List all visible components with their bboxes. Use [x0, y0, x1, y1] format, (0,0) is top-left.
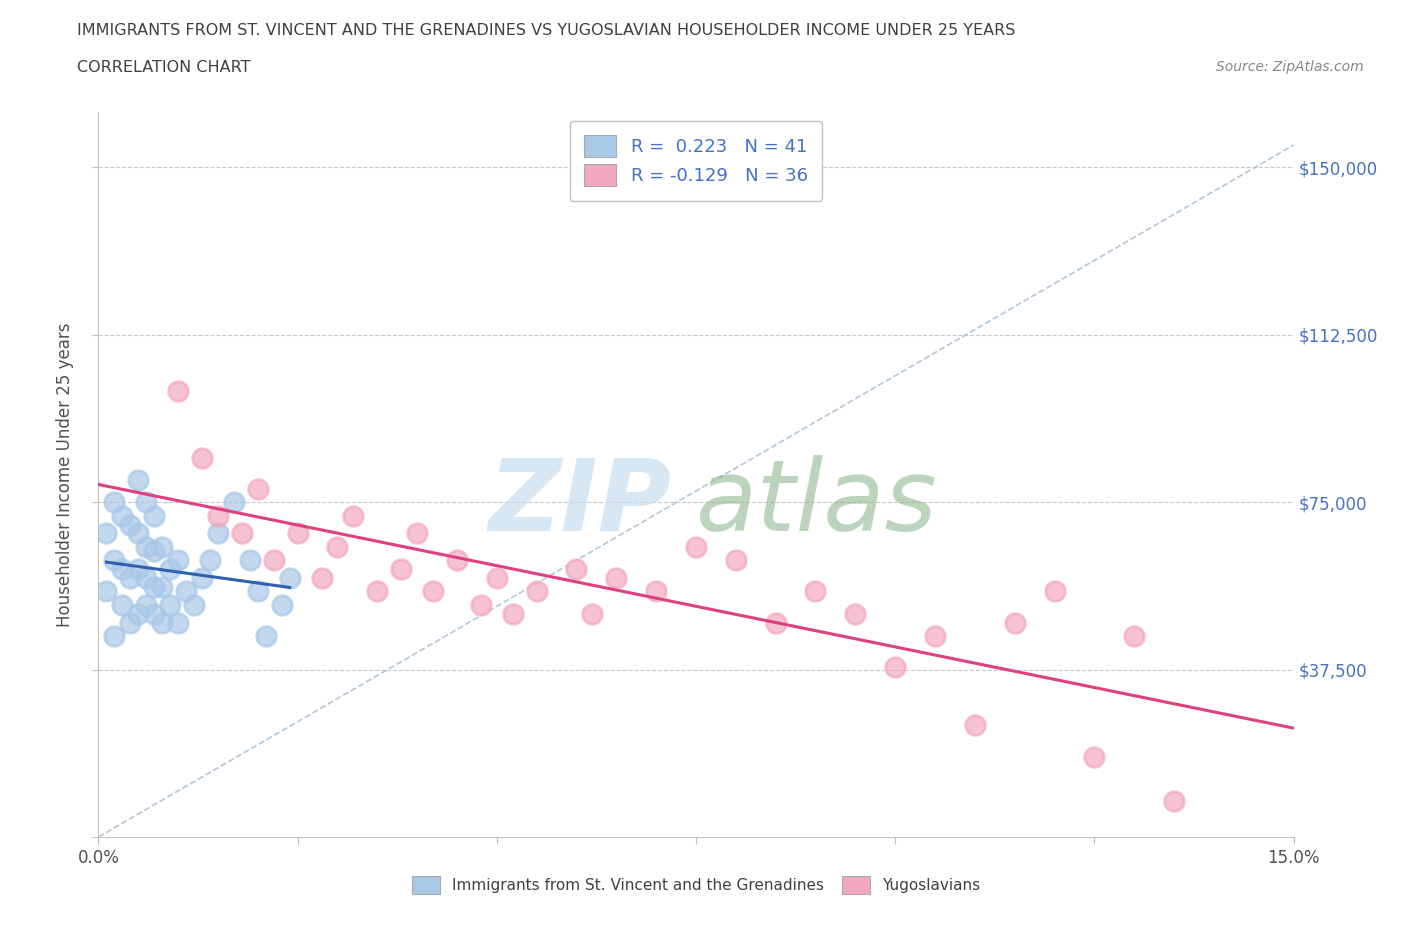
Point — [174, 584, 197, 599]
Point — [120, 517, 142, 532]
Point — [191, 571, 214, 586]
Point — [263, 552, 285, 567]
Point — [246, 584, 269, 599]
Point — [183, 597, 205, 612]
Point — [311, 571, 333, 586]
Point — [111, 597, 134, 612]
Point — [103, 552, 125, 567]
Point — [127, 472, 149, 487]
Point — [167, 616, 190, 631]
Point — [135, 597, 157, 612]
Point — [120, 571, 142, 586]
Point — [135, 539, 157, 554]
Point — [198, 552, 221, 567]
Point — [485, 571, 508, 586]
Point — [111, 508, 134, 523]
Point — [287, 526, 309, 541]
Point — [135, 495, 157, 510]
Point — [127, 606, 149, 621]
Point — [924, 629, 946, 644]
Point — [150, 616, 173, 631]
Y-axis label: Householder Income Under 25 years: Householder Income Under 25 years — [56, 322, 75, 627]
Point — [239, 552, 262, 567]
Point — [884, 660, 907, 675]
Point — [167, 383, 190, 398]
Point — [254, 629, 277, 644]
Point — [191, 450, 214, 465]
Text: Source: ZipAtlas.com: Source: ZipAtlas.com — [1216, 60, 1364, 74]
Point — [645, 584, 668, 599]
Point — [103, 629, 125, 644]
Point — [963, 718, 986, 733]
Point — [96, 584, 118, 599]
Point — [406, 526, 429, 541]
Text: CORRELATION CHART: CORRELATION CHART — [77, 60, 250, 75]
Point — [366, 584, 388, 599]
Point — [150, 579, 173, 594]
Point — [326, 539, 349, 554]
Point — [605, 571, 627, 586]
Point — [724, 552, 747, 567]
Text: ZIP: ZIP — [489, 455, 672, 551]
Point — [565, 562, 588, 577]
Point — [422, 584, 444, 599]
Point — [103, 495, 125, 510]
Point — [342, 508, 364, 523]
Point — [127, 526, 149, 541]
Point — [1043, 584, 1066, 599]
Point — [143, 544, 166, 559]
Point — [270, 597, 292, 612]
Point — [167, 552, 190, 567]
Point — [1163, 794, 1185, 809]
Point — [159, 597, 181, 612]
Point — [143, 606, 166, 621]
Point — [1004, 616, 1026, 631]
Point — [581, 606, 603, 621]
Point — [159, 562, 181, 577]
Point — [502, 606, 524, 621]
Point — [207, 508, 229, 523]
Point — [765, 616, 787, 631]
Point — [844, 606, 866, 621]
Point — [120, 616, 142, 631]
Point — [1123, 629, 1146, 644]
Point — [685, 539, 707, 554]
Point — [446, 552, 468, 567]
Point — [804, 584, 827, 599]
Point — [470, 597, 492, 612]
Point — [111, 562, 134, 577]
Text: IMMIGRANTS FROM ST. VINCENT AND THE GRENADINES VS YUGOSLAVIAN HOUSEHOLDER INCOME: IMMIGRANTS FROM ST. VINCENT AND THE GREN… — [77, 23, 1015, 38]
Point — [1083, 750, 1105, 764]
Point — [526, 584, 548, 599]
Point — [143, 508, 166, 523]
Point — [143, 579, 166, 594]
Point — [389, 562, 412, 577]
Point — [127, 562, 149, 577]
Text: atlas: atlas — [696, 455, 938, 551]
Point — [150, 539, 173, 554]
Point — [231, 526, 253, 541]
Point — [246, 482, 269, 497]
Point — [96, 526, 118, 541]
Legend: Immigrants from St. Vincent and the Grenadines, Yugoslavians: Immigrants from St. Vincent and the Gren… — [405, 868, 987, 902]
Point — [222, 495, 245, 510]
Point — [207, 526, 229, 541]
Point — [278, 571, 301, 586]
Point — [135, 571, 157, 586]
